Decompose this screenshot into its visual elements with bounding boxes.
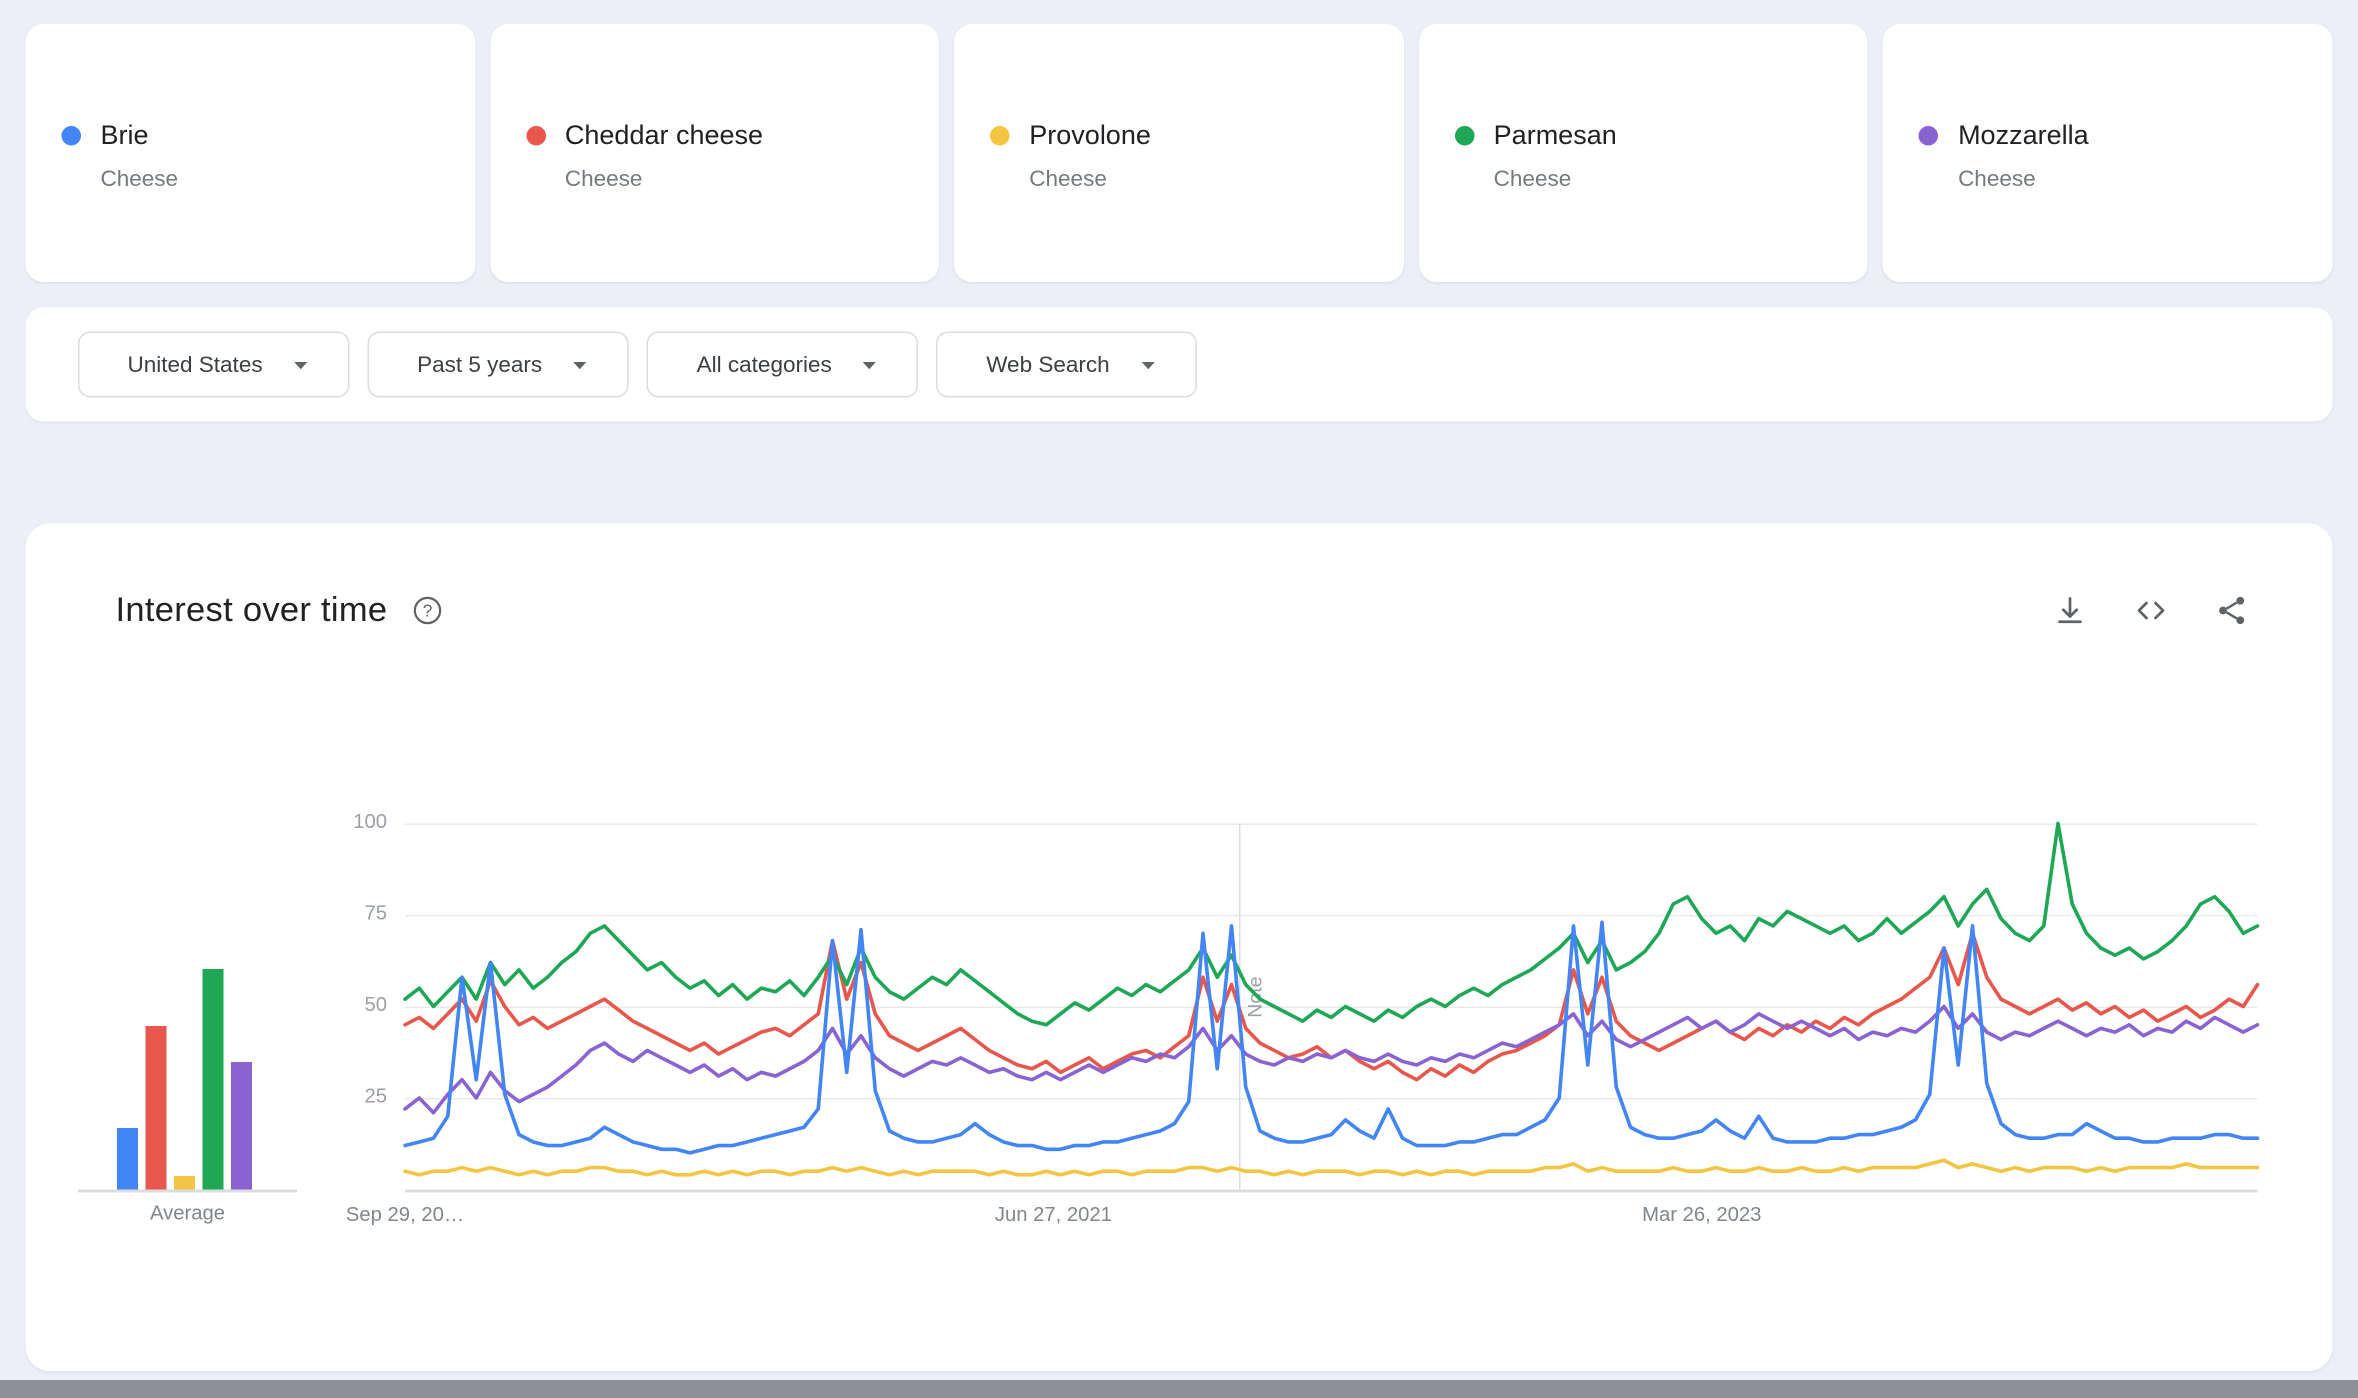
average-bar-chart <box>117 824 252 1190</box>
term-card-mozzarella[interactable]: Mozzarella Cheese <box>1883 24 2333 282</box>
term-label: Provolone <box>1029 120 1151 150</box>
chart-card-header: Interest over time ? <box>116 590 445 631</box>
term-head: Cheddar cheese <box>525 120 939 152</box>
term-label: Parmesan <box>1493 120 1617 150</box>
term-subtitle: Cheese <box>1029 166 1107 193</box>
trend-line-brie <box>403 920 2260 1155</box>
chevron-down-icon <box>1140 359 1157 370</box>
filter-timerange-value: Past 5 years <box>417 351 543 378</box>
average-bar-parmesan <box>202 969 224 1190</box>
embed-button[interactable] <box>2133 593 2169 629</box>
filter-region-value: United States <box>127 351 263 378</box>
average-bar-provolone <box>174 1176 195 1190</box>
y-tick-label: 100 <box>353 810 387 833</box>
chevron-down-icon <box>293 359 310 370</box>
gridline <box>405 822 2258 825</box>
x-axis-label: Sep 29, 20… <box>345 1203 465 1226</box>
gridline <box>405 914 2258 916</box>
filter-searchtype-dropdown[interactable]: Web Search <box>936 331 1197 398</box>
trend-line-parmesan <box>403 821 2260 1027</box>
x-axis-label: Mar 26, 2023 <box>1642 1203 1762 1226</box>
filter-category-value: All categories <box>696 351 832 378</box>
term-card-brie[interactable]: Brie Cheese <box>25 24 475 282</box>
next-section-edge <box>0 1380 2358 1398</box>
chevron-down-icon <box>862 359 879 370</box>
term-subtitle: Cheese <box>100 166 179 193</box>
chevron-down-icon <box>572 359 589 370</box>
filter-region-dropdown[interactable]: United States <box>78 331 350 398</box>
chart-card-actions <box>2052 593 2250 629</box>
term-card-provolone[interactable]: Provolone Cheese <box>954 24 1404 282</box>
term-label: Brie <box>100 120 149 150</box>
term-label: Mozzarella <box>1958 120 2089 150</box>
term-head: Parmesan <box>1454 120 1868 152</box>
term-color-dot <box>1454 126 1475 146</box>
term-color-dot <box>525 126 546 146</box>
interest-over-time-card: Interest over time ? <box>25 523 2333 1372</box>
term-color-dot <box>990 126 1010 146</box>
term-cards-row: Brie Cheese Cheddar cheese Cheese Provol… <box>0 0 2358 282</box>
x-axis-label: Jun 27, 2021 <box>994 1203 1112 1226</box>
chart-area: Average 25 50 75 100 Note Sep 29, 20… Jun 27, … <box>26 524 2333 1372</box>
term-subtitle: Cheese <box>564 166 643 193</box>
trend-line-provolone <box>403 1158 2260 1177</box>
trend-line-mozzarella <box>403 1004 2260 1115</box>
share-button[interactable] <box>2214 593 2250 629</box>
term-head: Brie <box>61 120 475 152</box>
chart-title: Interest over time <box>115 589 388 629</box>
y-tick-label: 50 <box>364 993 387 1016</box>
filter-category-dropdown[interactable]: All categories <box>647 331 919 398</box>
gridline <box>405 1097 2258 1099</box>
term-label: Cheddar cheese <box>564 120 764 150</box>
term-subtitle: Cheese <box>1958 166 2036 193</box>
x-axis-baseline <box>405 1189 2258 1192</box>
term-subtitle: Cheese <box>1493 166 1572 193</box>
svg-text:?: ? <box>423 600 433 620</box>
term-color-dot <box>1919 126 1939 146</box>
help-button[interactable]: ? <box>411 593 444 626</box>
filter-bar: United States Past 5 years All categorie… <box>25 307 2333 422</box>
term-color-dot <box>61 126 81 146</box>
average-label: Average <box>149 1201 226 1225</box>
y-tick-label: 25 <box>364 1084 387 1108</box>
trend-line-plot[interactable] <box>403 821 2260 1190</box>
gridline <box>405 1005 2258 1008</box>
term-card-cheddar-cheese[interactable]: Cheddar cheese Cheese <box>489 24 940 282</box>
filter-searchtype-value: Web Search <box>986 351 1110 378</box>
average-bar-cheddar-cheese <box>145 1026 167 1190</box>
average-bar-mozzarella <box>231 1061 252 1190</box>
average-axis-line <box>78 1189 297 1192</box>
filter-timerange-dropdown[interactable]: Past 5 years <box>367 331 630 398</box>
average-bar-brie <box>117 1127 138 1190</box>
y-tick-label: 75 <box>364 901 387 925</box>
term-card-parmesan[interactable]: Parmesan Cheese <box>1418 24 1869 282</box>
term-head: Provolone <box>990 120 1403 152</box>
download-button[interactable] <box>2052 593 2088 629</box>
term-head: Mozzarella <box>1919 120 2332 152</box>
